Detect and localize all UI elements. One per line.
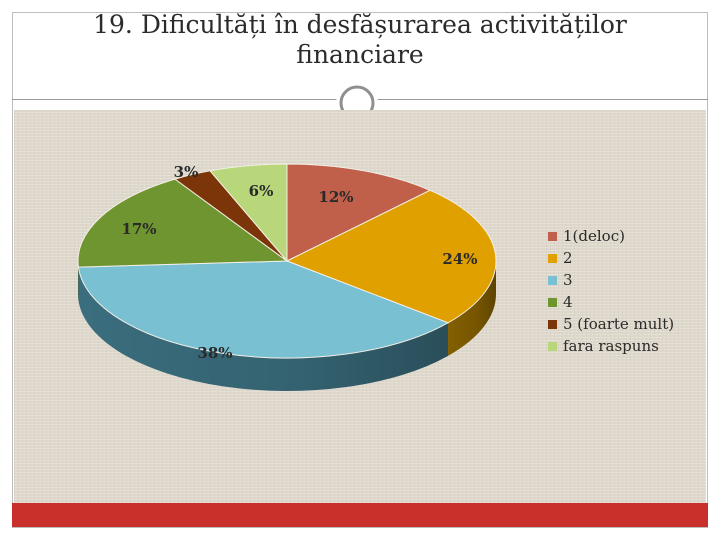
legend-label: 1(deloc) <box>563 227 625 245</box>
chart-legend: 1(deloc) 2 3 4 5 (foarte mult) fara raspuns <box>548 227 674 355</box>
slide-title-line-2: financiare <box>296 40 424 69</box>
data-label-2: 24% <box>442 250 477 268</box>
chart-panel: 12% 24% 38% 17% 3% 6% 1(deloc) 2 3 4 5 (foarte mu… <box>14 110 706 503</box>
legend-item-1-deloc: 1(deloc) <box>548 227 625 245</box>
legend-item-fara-raspuns: fara raspuns <box>548 337 659 355</box>
pie-side-shade <box>78 267 449 392</box>
legend-item-2: 2 <box>548 249 573 267</box>
legend-label: fara raspuns <box>563 337 659 355</box>
legend-label: 2 <box>563 249 573 267</box>
legend-swatch <box>548 232 557 241</box>
data-label-1-deloc: 12% <box>318 188 353 206</box>
legend-label: 3 <box>563 271 573 289</box>
legend-swatch <box>548 320 557 329</box>
pie-slice-3 <box>77 260 450 359</box>
pie-chart: 12% 24% 38% 17% 3% 6% 1(deloc) 2 3 4 5 (foarte mu… <box>77 163 674 392</box>
slide-title: 19. Dificultăți în desfășurarea activită… <box>12 10 708 70</box>
legend-swatch <box>548 298 557 307</box>
data-label-3: 38% <box>197 344 232 362</box>
legend-swatch <box>548 342 557 351</box>
legend-label: 4 <box>563 293 573 311</box>
pie-sides <box>78 261 496 392</box>
pie-slice-2 <box>285 189 497 324</box>
data-label-4: 17% <box>121 220 156 238</box>
data-label-5-foarte-mult: 3% <box>174 163 199 181</box>
data-label-fara-raspuns: 6% <box>249 182 274 200</box>
legend-item-3: 3 <box>548 271 573 289</box>
pie-slice-1-deloc <box>286 163 432 262</box>
pie-side-shade <box>448 261 496 356</box>
pie-slice-fara-raspuns <box>209 163 288 263</box>
legend-swatch <box>548 254 557 263</box>
slide-frame <box>12 12 708 528</box>
pie-slices <box>77 163 497 359</box>
pie-data-labels: 12% 24% 38% 17% 3% 6% <box>121 163 477 362</box>
legend-item-5-foarte-mult: 5 (foarte mult) <box>548 315 674 333</box>
legend-swatch <box>548 276 557 285</box>
legend-item-4: 4 <box>548 293 573 311</box>
accent-bar <box>12 503 708 527</box>
pie-slice-4 <box>77 178 289 268</box>
legend-label: 5 (foarte mult) <box>563 315 674 333</box>
slide-title-line-1: 19. Dificultăți în desfășurarea activită… <box>93 10 627 39</box>
